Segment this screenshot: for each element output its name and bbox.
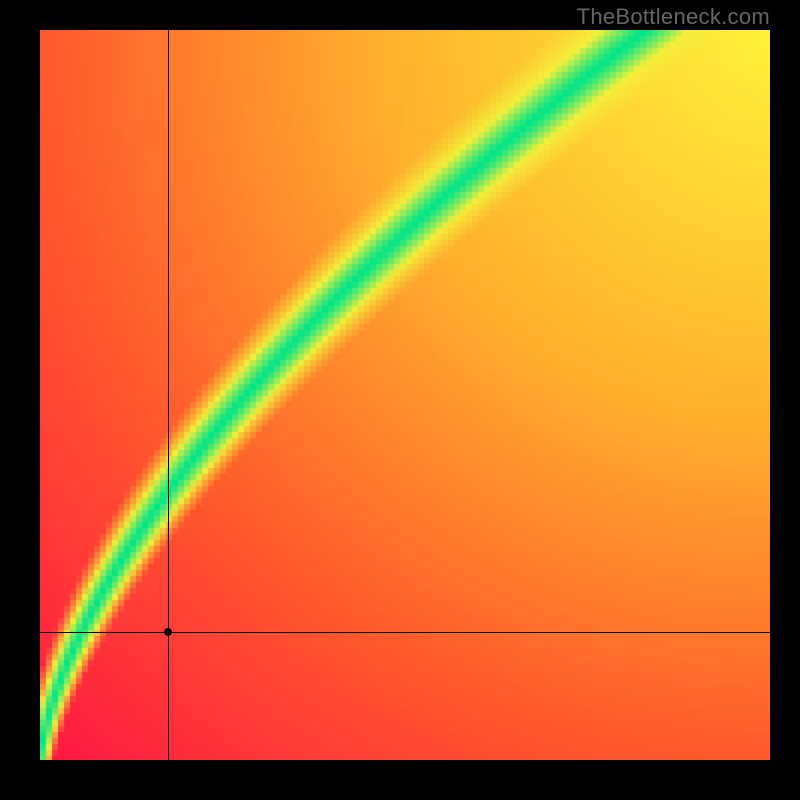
crosshair-vertical — [168, 30, 169, 760]
crosshair-horizontal — [40, 632, 770, 633]
crosshair-marker-dot — [164, 628, 172, 636]
watermark-text: TheBottleneck.com — [577, 4, 770, 30]
heatmap-plot — [40, 30, 770, 760]
heatmap-canvas — [40, 30, 770, 760]
